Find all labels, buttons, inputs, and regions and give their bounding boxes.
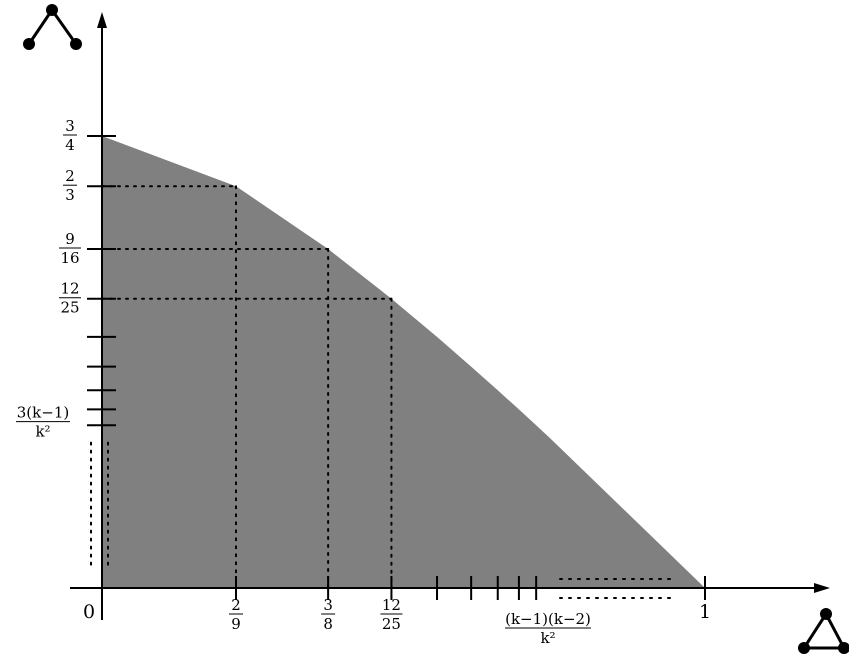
y-tick-label-2-numerator: 9 <box>65 230 75 248</box>
y-tick-label-1-numerator: 2 <box>65 167 75 185</box>
x-tick-label-0: 0 <box>83 601 95 623</box>
y-tick-label-0-denominator: 4 <box>65 136 75 154</box>
x-tick-label-1-denominator: 9 <box>231 615 241 633</box>
x-general-label-numerator: (k−1)(k−2) <box>505 610 591 628</box>
x-tick-label-2-denominator: 8 <box>323 615 333 633</box>
y-general-label-numerator: 3(k−1) <box>17 404 69 422</box>
y-tick-label-1-denominator: 3 <box>65 186 75 204</box>
shaded-region <box>102 136 705 588</box>
x-tick-label-1-numerator: 2 <box>231 596 241 614</box>
triangle-graph-icon <box>798 608 849 654</box>
x-tick-label-2-numerator: 3 <box>323 596 333 614</box>
x-tick-label-3-numerator: 12 <box>382 596 401 614</box>
y-axis-arrow <box>97 12 107 28</box>
x-general-label-denominator: k² <box>540 629 555 647</box>
x-tick-label-3-denominator: 25 <box>382 615 401 633</box>
y-tick-label-2-denominator: 16 <box>60 249 79 267</box>
y-tick-label-0-numerator: 3 <box>65 117 75 135</box>
x-tick-label-9: 1 <box>699 601 711 623</box>
x-axis-arrow <box>814 583 830 593</box>
cherry-path-graph-icon <box>23 4 82 50</box>
y-tick-label-3-numerator: 12 <box>60 280 79 298</box>
y-tick-label-3-denominator: 25 <box>60 299 79 317</box>
y-general-label-denominator: k² <box>35 423 50 441</box>
